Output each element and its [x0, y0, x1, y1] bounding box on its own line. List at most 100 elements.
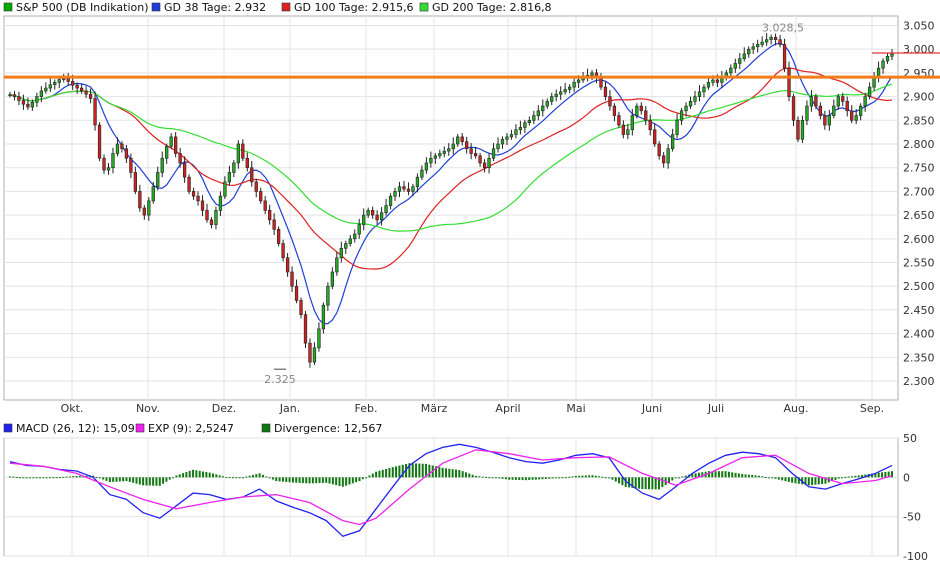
divergence-bar	[644, 477, 647, 490]
divergence-bar	[451, 469, 454, 478]
candle	[505, 133, 509, 145]
divergence-bar	[468, 473, 471, 478]
macd-y-tick: -50	[903, 511, 921, 524]
candle	[124, 144, 129, 163]
month-label: Feb.	[355, 402, 378, 415]
divergence-bar	[744, 474, 747, 478]
candle	[603, 81, 608, 101]
price-y-tick: 2.650	[903, 209, 935, 222]
divergence-bar	[754, 475, 757, 478]
price-y-tick: 2.500	[903, 280, 935, 293]
divergence-bar	[737, 473, 740, 478]
candle	[850, 105, 854, 124]
price-panel: 3.0503.0002.9502.9002.8502.8002.7502.700…	[3, 15, 940, 401]
divergence-bar	[544, 477, 547, 479]
divergence-bar	[288, 477, 291, 483]
divergence-bar	[521, 477, 524, 481]
divergence-bar	[677, 477, 680, 479]
legend-item: MACD (26, 12): 15,091	[3, 422, 142, 435]
candle	[393, 187, 397, 201]
candle	[621, 120, 626, 139]
candle	[653, 123, 657, 147]
candle	[191, 187, 196, 200]
divergence-bar	[271, 477, 274, 480]
divergence-bar	[251, 474, 254, 478]
divergence-bar	[445, 468, 448, 478]
candle	[675, 113, 679, 139]
candle	[482, 159, 487, 173]
candle	[702, 84, 706, 98]
divergence-bar	[857, 475, 860, 478]
candle	[200, 195, 205, 217]
candle	[890, 49, 894, 61]
candle	[465, 136, 469, 154]
divergence-bar	[624, 477, 627, 488]
candle	[514, 124, 518, 139]
divergence-bar	[817, 477, 820, 485]
candle	[688, 96, 693, 109]
divergence-bar	[355, 477, 358, 483]
candle	[317, 322, 321, 352]
divergence-bar	[311, 477, 314, 484]
candle	[156, 166, 160, 191]
divergence-bar	[28, 477, 31, 479]
divergence-bar	[25, 477, 28, 479]
divergence-bar	[568, 476, 571, 478]
month-label: Juli	[707, 402, 724, 415]
divergence-bar	[172, 477, 175, 479]
divergence-bar	[165, 477, 168, 482]
candle	[747, 46, 751, 58]
divergence-bar	[158, 477, 161, 486]
divergence-bar	[611, 477, 614, 480]
divergence-bar	[538, 477, 541, 480]
divergence-bar	[218, 475, 221, 478]
candle	[460, 133, 464, 146]
low-annotation: 2.325	[264, 373, 296, 386]
divergence-bar	[238, 477, 241, 479]
candle	[169, 133, 173, 150]
candle	[666, 144, 670, 169]
divergence-bar	[651, 477, 654, 490]
candle	[88, 88, 93, 104]
exp-line	[9, 449, 893, 526]
candle	[281, 239, 285, 262]
candle	[254, 179, 258, 198]
candle	[867, 82, 872, 100]
candle	[827, 109, 831, 131]
divergence-bar	[331, 477, 334, 485]
divergence-bar	[764, 476, 767, 478]
candle	[209, 217, 214, 229]
divergence-bar	[398, 465, 401, 478]
divergence-bar	[95, 476, 98, 478]
divergence-bar	[791, 477, 794, 483]
candle	[764, 33, 769, 46]
divergence-bar	[574, 475, 577, 478]
divergence-bar	[618, 477, 621, 484]
divergence-bar	[834, 477, 837, 480]
candle	[232, 160, 236, 178]
candle	[263, 196, 267, 215]
divergence-bar	[714, 471, 717, 478]
month-label: März	[421, 402, 448, 415]
candle	[115, 137, 120, 157]
divergence-bar	[558, 477, 561, 479]
divergence-bar	[518, 477, 521, 480]
candle	[742, 47, 746, 62]
price-legend: S&P 500 (DB Indikation) GD 38 Tage: 2.932…	[3, 1, 552, 14]
candle	[299, 297, 303, 319]
candle	[321, 302, 326, 334]
divergence-bar	[168, 477, 171, 480]
divergence-bar	[295, 477, 298, 483]
candle	[859, 103, 863, 121]
divergence-bar	[491, 477, 494, 479]
divergence-bar	[694, 473, 697, 478]
month-label: Jan.	[279, 402, 300, 415]
candle	[330, 267, 334, 290]
price-y-tick: 3.000	[903, 43, 935, 56]
divergence-bar	[841, 477, 844, 479]
candle	[729, 64, 733, 77]
candle	[129, 153, 133, 179]
candle	[223, 176, 227, 199]
divergence-bar	[881, 472, 884, 478]
divergence-bar	[12, 476, 15, 478]
